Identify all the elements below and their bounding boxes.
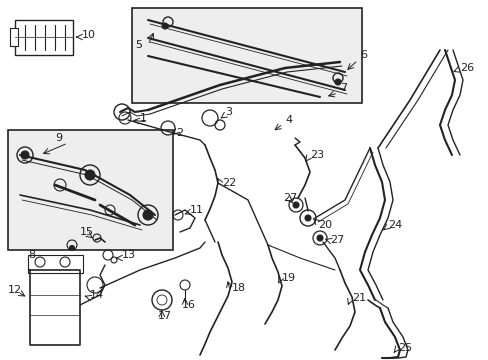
Text: 7: 7	[339, 83, 346, 93]
Text: 9: 9	[55, 133, 62, 143]
Text: 11: 11	[190, 205, 203, 215]
Text: 16: 16	[182, 300, 196, 310]
Bar	[132, 8, 361, 103]
Text: 14: 14	[90, 290, 104, 300]
Text: 13: 13	[122, 250, 136, 260]
Circle shape	[316, 235, 323, 241]
Circle shape	[21, 151, 29, 159]
Text: 20: 20	[317, 220, 331, 230]
Text: 21: 21	[351, 293, 366, 303]
Text: 17: 17	[158, 311, 172, 321]
Text: 2: 2	[176, 128, 183, 138]
Text: 19: 19	[282, 273, 296, 283]
Circle shape	[292, 202, 298, 208]
Text: 6: 6	[359, 50, 366, 60]
Text: 8: 8	[28, 250, 35, 260]
Circle shape	[162, 23, 168, 29]
Text: 4: 4	[285, 115, 291, 125]
Text: 12: 12	[8, 285, 22, 295]
Text: 3: 3	[224, 107, 231, 117]
Bar	[8, 130, 173, 250]
Circle shape	[85, 170, 95, 180]
Text: 24: 24	[387, 220, 402, 230]
Circle shape	[69, 246, 74, 251]
Bar	[10, 28, 18, 46]
Text: 23: 23	[309, 150, 324, 160]
Bar	[28, 255, 83, 273]
Text: 5: 5	[135, 40, 142, 50]
Text: 1: 1	[140, 113, 147, 123]
Text: 22: 22	[222, 178, 236, 188]
Circle shape	[334, 79, 340, 85]
Text: 10: 10	[82, 30, 96, 40]
Text: 27: 27	[329, 235, 344, 245]
Bar	[15, 20, 73, 55]
Circle shape	[305, 215, 310, 221]
Circle shape	[142, 210, 153, 220]
Text: 15: 15	[80, 227, 94, 237]
Text: 27: 27	[283, 193, 297, 203]
Text: 25: 25	[397, 343, 411, 353]
Text: 18: 18	[231, 283, 245, 293]
Text: 26: 26	[459, 63, 473, 73]
